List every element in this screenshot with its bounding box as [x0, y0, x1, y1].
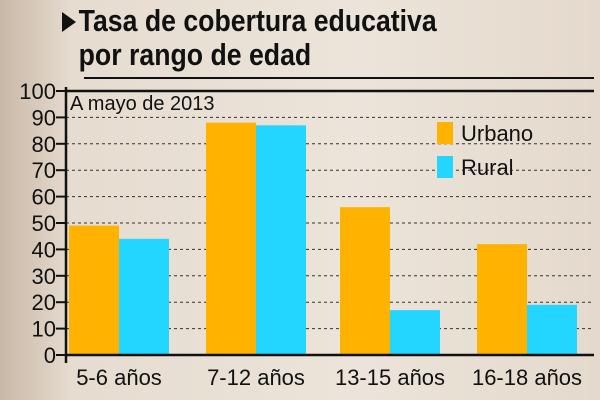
legend-label-urbano: Urbano — [461, 121, 533, 146]
y-tick-label: 50 — [32, 211, 56, 236]
y-tick-label: 60 — [32, 185, 56, 210]
y-tick-label: 20 — [32, 290, 56, 315]
x-tick-label: 13-15 años — [335, 365, 445, 390]
title-line-2: por rango de edad — [78, 37, 312, 72]
y-tick-label: 90 — [32, 105, 56, 130]
bar-rural — [527, 304, 577, 355]
x-tick-label: 16-18 años — [472, 365, 582, 390]
title-rule — [84, 77, 594, 79]
bar-rural — [256, 125, 306, 355]
bar-urbano — [477, 244, 527, 355]
y-tick-label: 80 — [32, 132, 56, 157]
x-tick-label: 5-6 años — [76, 365, 162, 390]
bar-urbano — [340, 207, 390, 355]
x-tick-label: 7-12 años — [207, 365, 305, 390]
bar-rural — [119, 238, 169, 355]
y-tick-label: 40 — [32, 237, 56, 262]
y-tick-label: 0 — [44, 343, 56, 368]
title-line-1: Tasa de cobertura educativa — [78, 3, 437, 38]
chart-subtitle: A mayo de 2013 — [70, 93, 215, 115]
legend-swatch-rural — [437, 156, 453, 178]
bar-urbano — [206, 122, 256, 356]
y-tick-label: 70 — [32, 158, 56, 183]
chart-title: Tasa de cobertura educativa por rango de… — [58, 4, 437, 72]
legend-swatch-urbano — [437, 122, 453, 144]
legend-label-rural: Rural — [461, 155, 514, 180]
y-tick-label: 10 — [32, 317, 56, 342]
y-tick-label: 100 — [19, 79, 56, 104]
triangle-right-icon — [62, 12, 76, 32]
y-tick-label: 30 — [32, 264, 56, 289]
bar-urbano — [69, 225, 119, 355]
bar-rural — [390, 310, 440, 355]
